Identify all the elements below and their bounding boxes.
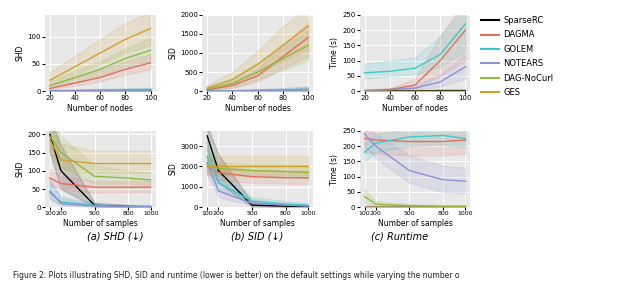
Y-axis label: Time (s): Time (s): [330, 154, 339, 184]
Y-axis label: SHD: SHD: [15, 45, 24, 61]
X-axis label: Number of samples: Number of samples: [220, 219, 295, 228]
Y-axis label: SID: SID: [168, 163, 177, 176]
X-axis label: Number of nodes: Number of nodes: [382, 104, 448, 113]
Y-axis label: SHD: SHD: [15, 161, 24, 177]
X-axis label: Number of samples: Number of samples: [63, 219, 138, 228]
Legend: SparseRC, DAGMA, GOLEM, NOTEARS, DAG-NoCurl, GES: SparseRC, DAGMA, GOLEM, NOTEARS, DAG-NoC…: [481, 16, 554, 97]
Y-axis label: Time (s): Time (s): [330, 38, 339, 68]
X-axis label: Number of nodes: Number of nodes: [225, 104, 291, 113]
Y-axis label: SID: SID: [168, 46, 177, 59]
X-axis label: Number of samples: Number of samples: [378, 219, 452, 228]
Text: (c) Runtime: (c) Runtime: [371, 232, 428, 242]
Text: Figure 2: Plots illustrating SHD, SID and runtime (lower is better) on the defau: Figure 2: Plots illustrating SHD, SID an…: [13, 271, 460, 280]
Text: (b) SID (↓): (b) SID (↓): [232, 232, 284, 242]
X-axis label: Number of nodes: Number of nodes: [67, 104, 133, 113]
Text: (a) SHD (↓): (a) SHD (↓): [88, 232, 144, 242]
